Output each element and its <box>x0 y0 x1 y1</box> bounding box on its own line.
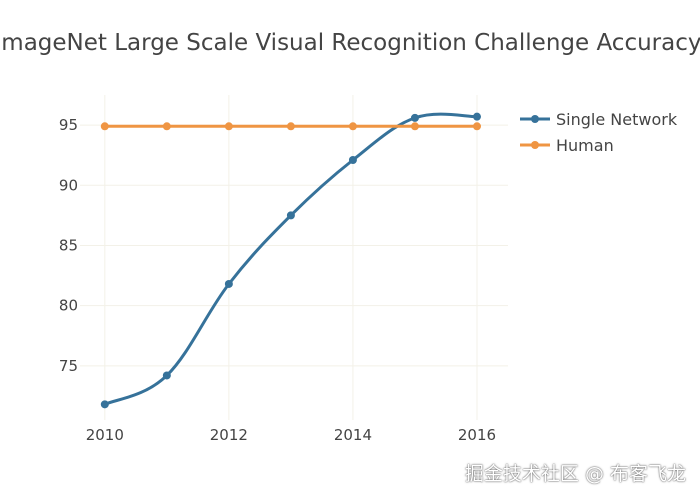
data-point-human[interactable] <box>286 122 295 131</box>
series-group <box>100 112 481 409</box>
grid <box>80 95 508 420</box>
y-tick-label: 85 <box>59 236 78 254</box>
y-tick-label: 80 <box>59 297 78 315</box>
legend-item-single-network[interactable]: Single Network <box>520 110 678 129</box>
data-point-single-network[interactable] <box>224 279 233 288</box>
data-point-human[interactable] <box>224 122 233 131</box>
legend-item-human[interactable]: Human <box>520 136 614 155</box>
legend-marker-single-network <box>531 115 539 123</box>
y-tick-label: 90 <box>59 176 78 194</box>
data-point-single-network[interactable] <box>472 112 481 121</box>
series-line-single-network <box>103 112 479 406</box>
series-human <box>100 122 481 131</box>
x-tick-label: 2012 <box>210 426 248 444</box>
data-point-single-network[interactable] <box>348 156 357 164</box>
data-point-single-network[interactable] <box>286 211 295 220</box>
data-point-human[interactable] <box>348 122 357 131</box>
data-point-single-network[interactable] <box>162 371 171 380</box>
data-point-human[interactable] <box>410 122 419 131</box>
x-axis-ticks: 2010 2012 2014 2016 <box>86 426 496 444</box>
legend-label-single-network: Single Network <box>556 110 678 129</box>
data-point-single-network[interactable] <box>100 400 109 409</box>
legend[interactable]: Single Network Human <box>520 110 678 155</box>
x-tick-label: 2014 <box>334 426 372 444</box>
data-point-human[interactable] <box>162 122 171 131</box>
watermark: 掘金技术社区 @ 布客飞龙 <box>464 463 686 485</box>
data-point-single-network[interactable] <box>410 113 419 122</box>
chart-title: ImageNet Large Scale Visual Recognition … <box>0 30 700 56</box>
x-tick-label: 2016 <box>458 426 496 444</box>
legend-label-human: Human <box>556 136 614 155</box>
y-tick-label: 75 <box>59 357 78 375</box>
x-tick-label: 2010 <box>86 426 124 444</box>
data-point-human[interactable] <box>472 122 481 131</box>
legend-marker-human <box>531 141 539 149</box>
data-point-human[interactable] <box>100 122 109 131</box>
y-tick-label: 95 <box>59 116 78 134</box>
series-single-network <box>100 112 481 409</box>
y-axis-ticks: 75 80 85 90 95 <box>59 116 78 375</box>
